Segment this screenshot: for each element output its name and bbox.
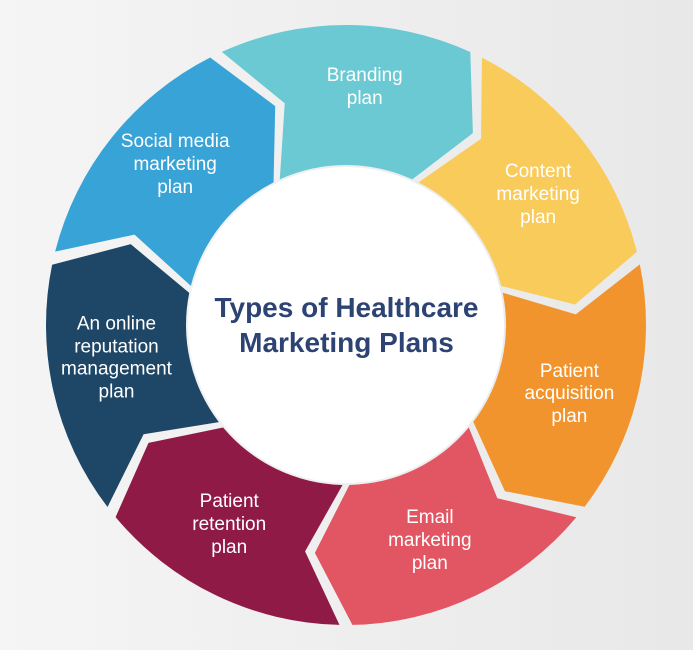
- segment-label: Social media marketing plan: [90, 131, 260, 199]
- segment-label: Patient retention plan: [154, 491, 304, 559]
- segment-label: An online reputation management plan: [31, 313, 201, 404]
- segment-label: Content marketing plan: [463, 161, 613, 229]
- segment-label: Branding plan: [290, 65, 440, 111]
- center-title: Types of Healthcare Marketing Plans: [207, 290, 487, 360]
- segment-label: Email marketing plan: [355, 507, 505, 575]
- segment-label: Patient acquisition plan: [494, 360, 644, 428]
- diagram-stage: Types of Healthcare Marketing Plans Bran…: [0, 0, 693, 650]
